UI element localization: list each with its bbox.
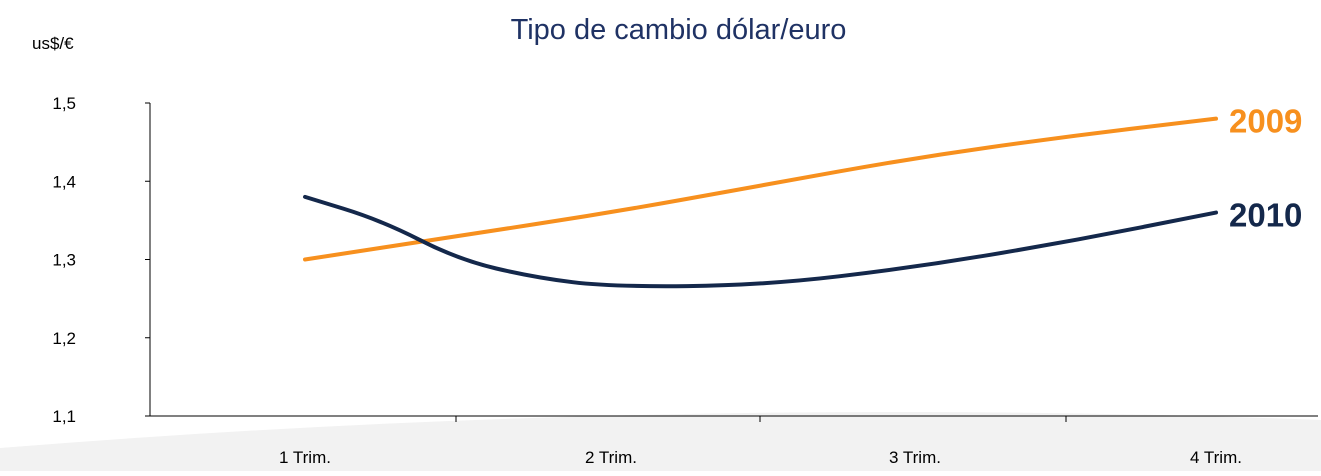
series-label-2010: 2010 — [1229, 197, 1302, 234]
series-line-2009 — [303, 116, 1218, 262]
y-axis-label: us$/€ — [32, 34, 74, 53]
x-tick-label: 4 Trim. — [1190, 448, 1242, 467]
x-tick-label: 3 Trim. — [889, 448, 941, 467]
x-tick-label: 1 Trim. — [279, 448, 331, 467]
y-tick-label: 1,4 — [52, 172, 76, 191]
chart-title: Tipo de cambio dólar/euro — [510, 14, 847, 46]
y-tick-label: 1,1 — [52, 407, 76, 426]
x-tick-label: 2 Trim. — [585, 448, 637, 467]
y-tick-label: 1,3 — [52, 251, 76, 270]
y-tick-label: 1,2 — [52, 329, 76, 348]
series-line-2010 — [303, 194, 1218, 289]
background-swoosh — [0, 411, 1321, 471]
y-tick-label: 1,5 — [52, 94, 76, 113]
series-label-2009: 2009 — [1229, 103, 1302, 140]
